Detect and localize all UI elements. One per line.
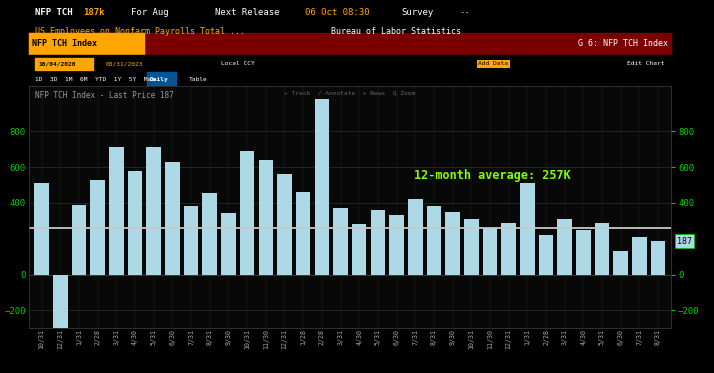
Bar — [446, 212, 460, 275]
Text: Daily: Daily — [149, 76, 168, 82]
Text: Bureau of Labor Statistics: Bureau of Labor Statistics — [331, 27, 461, 36]
Bar — [632, 237, 647, 275]
Bar — [539, 235, 553, 275]
Bar — [483, 228, 497, 275]
Text: Table: Table — [189, 76, 208, 82]
Text: + Track  / Annotate  + News  Q Zoom: + Track / Annotate + News Q Zoom — [284, 90, 416, 95]
Bar — [408, 199, 423, 275]
Bar — [91, 180, 105, 275]
Text: 187k: 187k — [83, 8, 105, 17]
Bar — [333, 208, 348, 275]
Text: G 6: NFP TCH Index: G 6: NFP TCH Index — [578, 40, 668, 48]
Bar — [183, 207, 198, 275]
Bar — [34, 183, 49, 275]
Bar — [71, 205, 86, 275]
Text: Add Data: Add Data — [478, 61, 508, 66]
Bar — [128, 171, 142, 275]
Bar — [29, 33, 144, 55]
Text: US Employees on Nonfarm Payrolls Total ...: US Employees on Nonfarm Payrolls Total .… — [35, 27, 245, 36]
Text: NFP TCH Index: NFP TCH Index — [32, 40, 97, 48]
Text: --: -- — [459, 8, 470, 17]
Text: 08/31/2023: 08/31/2023 — [106, 61, 144, 66]
Text: 12-month average: 257K: 12-month average: 257K — [414, 169, 571, 182]
Bar — [221, 213, 236, 275]
Bar — [165, 162, 180, 275]
Bar — [147, 72, 176, 86]
Text: Survey: Survey — [401, 8, 433, 17]
Text: 1D  3D  1M  6M  YTD  1Y  5Y  Max: 1D 3D 1M 6M YTD 1Y 5Y Max — [35, 76, 155, 82]
Bar — [558, 219, 572, 275]
Bar — [109, 147, 124, 275]
Bar — [29, 72, 671, 87]
Bar — [29, 4, 671, 31]
Bar — [29, 55, 671, 72]
Bar — [258, 160, 273, 275]
Bar — [203, 193, 217, 275]
Bar — [520, 183, 535, 275]
Bar — [315, 99, 329, 275]
Bar — [53, 275, 68, 329]
Text: Local CCY: Local CCY — [221, 61, 255, 66]
Bar — [240, 151, 254, 275]
Bar — [501, 223, 516, 275]
Text: 10/04/2020: 10/04/2020 — [39, 61, 76, 66]
Bar — [35, 57, 93, 70]
Text: 187: 187 — [677, 236, 692, 245]
Bar — [576, 230, 590, 275]
Text: Next Release: Next Release — [215, 8, 279, 17]
Bar — [613, 251, 628, 275]
Bar — [352, 225, 366, 275]
Bar — [371, 210, 385, 275]
Bar — [427, 207, 441, 275]
Text: NFP TCH Index - Last Price 187: NFP TCH Index - Last Price 187 — [35, 91, 174, 100]
Bar — [389, 216, 404, 275]
Bar — [595, 223, 609, 275]
Bar — [277, 174, 292, 275]
Bar — [464, 219, 478, 275]
Text: 06 Oct 08:30: 06 Oct 08:30 — [305, 8, 369, 17]
Text: Edit Chart: Edit Chart — [627, 61, 665, 66]
Bar — [650, 241, 665, 275]
Bar — [29, 33, 671, 55]
Text: For Aug: For Aug — [131, 8, 169, 17]
Text: NFP TCH: NFP TCH — [35, 8, 73, 17]
Bar — [296, 192, 311, 275]
Bar — [146, 147, 161, 275]
